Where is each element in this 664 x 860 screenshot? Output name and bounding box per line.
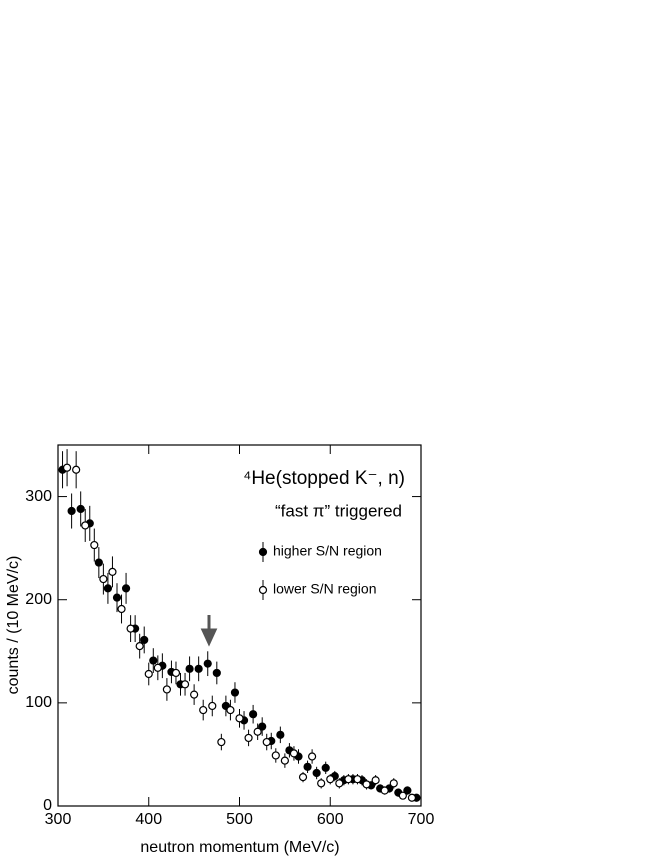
data-point xyxy=(353,775,362,784)
data-point xyxy=(230,688,240,697)
data-point xyxy=(117,604,126,614)
data-point xyxy=(76,504,85,514)
y-tick-label: 0 xyxy=(43,797,52,814)
data-point xyxy=(335,779,344,788)
data-point xyxy=(308,752,317,761)
annotation-arrow xyxy=(200,615,218,647)
data-point xyxy=(140,635,149,645)
data-point xyxy=(162,685,171,694)
data-point xyxy=(135,642,144,651)
data-point xyxy=(190,690,199,699)
plot-frame xyxy=(57,444,422,807)
data-point xyxy=(403,786,412,795)
data-point xyxy=(280,756,289,765)
data-point xyxy=(258,722,267,731)
y-axis-label: counts / (10 MeV/c) xyxy=(5,556,22,695)
data-point xyxy=(185,664,194,673)
legend-marker xyxy=(258,585,268,595)
data-point xyxy=(289,749,299,758)
data-point xyxy=(72,465,81,474)
data-point xyxy=(398,791,407,800)
data-point xyxy=(126,624,135,633)
data-point xyxy=(112,593,122,602)
data-point xyxy=(226,705,235,715)
data-point xyxy=(303,762,312,771)
data-point xyxy=(90,540,99,550)
y-tick-label: 100 xyxy=(25,694,52,711)
data-point xyxy=(276,730,285,739)
data-point xyxy=(380,786,389,795)
legend-marker xyxy=(258,547,268,557)
data-point xyxy=(262,737,271,747)
data-point xyxy=(312,768,321,778)
data-point xyxy=(371,776,380,785)
x-tick-label: 400 xyxy=(135,811,162,828)
data-point xyxy=(249,710,258,719)
data-point xyxy=(271,751,280,760)
data-point xyxy=(362,780,371,789)
data-point xyxy=(235,714,244,723)
y-tick-label: 300 xyxy=(25,488,52,505)
data-point xyxy=(144,669,153,679)
data-point xyxy=(153,663,162,672)
data-point xyxy=(389,779,398,788)
data-point xyxy=(171,668,181,678)
data-point xyxy=(208,701,217,711)
x-tick-label: 700 xyxy=(408,811,435,828)
data-point xyxy=(344,775,353,784)
data-point xyxy=(62,463,72,472)
data-point xyxy=(212,668,221,678)
data-point xyxy=(180,680,190,689)
data-point xyxy=(194,664,203,673)
chart-title: ⁴He(stopped K⁻, n) xyxy=(243,468,405,489)
x-axis-label: neutron momentum (MeV/c) xyxy=(140,839,339,856)
data-point xyxy=(103,584,113,593)
data-point xyxy=(407,793,417,802)
data-point xyxy=(121,584,131,593)
data-point xyxy=(108,567,117,576)
data-point xyxy=(217,737,226,747)
data-point xyxy=(203,659,212,668)
data-point xyxy=(298,773,308,782)
data-point xyxy=(149,656,158,665)
data-point xyxy=(326,775,335,784)
data-point xyxy=(199,705,208,715)
data-point xyxy=(244,733,253,743)
data-point xyxy=(99,574,108,584)
data-point xyxy=(94,558,103,567)
x-tick-label: 600 xyxy=(317,811,344,828)
data-point xyxy=(81,521,90,530)
data-point xyxy=(67,506,76,516)
legend-label: lower S/N region xyxy=(273,581,377,597)
chart-subtitle: “fast π” triggered xyxy=(275,501,402,520)
legend-label: higher S/N region xyxy=(273,543,382,559)
data-point xyxy=(317,779,326,788)
x-tick-label: 500 xyxy=(226,811,253,828)
y-tick-label: 200 xyxy=(25,591,52,608)
x-tick-label: 300 xyxy=(45,811,72,828)
data-point xyxy=(253,727,262,736)
data-point xyxy=(321,763,330,772)
